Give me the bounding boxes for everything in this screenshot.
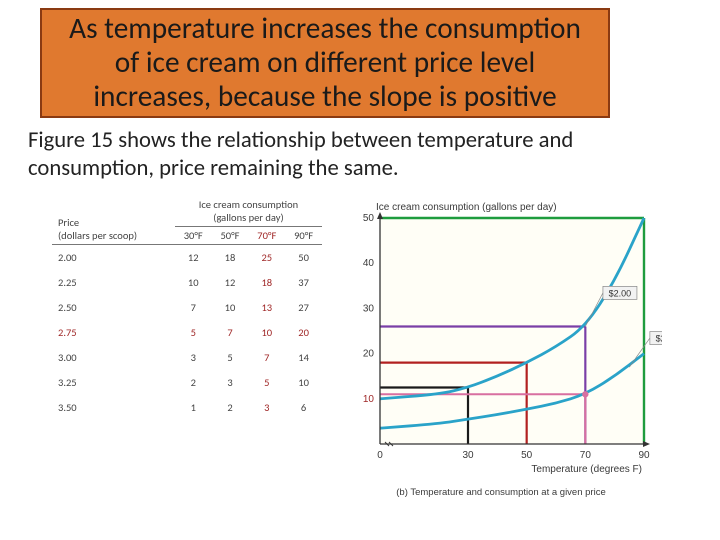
y-tick-label: 40 (363, 258, 375, 269)
x-tick-label: 30 (462, 450, 474, 461)
value-cell: 14 (285, 345, 322, 370)
table-head: Price (dollars per scoop) Ice cream cons… (52, 196, 322, 245)
value-cell: 20 (285, 320, 322, 345)
consumption-group-header: Ice cream consumption (gallons per day) (175, 196, 322, 227)
temp-col-header: 30°F (175, 227, 212, 245)
value-cell: 1 (175, 395, 212, 420)
value-cell: 25 (248, 245, 285, 270)
y-tick-label: 10 (363, 394, 375, 405)
value-cell: 50 (285, 245, 322, 270)
value-cell: 7 (212, 320, 249, 345)
data-table-wrap: Price (dollars per scoop) Ice cream cons… (52, 196, 322, 516)
table-row: 2.75571020 (52, 320, 322, 345)
x-tick-label: 50 (521, 450, 533, 461)
price-cell: 2.00 (52, 245, 175, 270)
annotation-label: $2.00 (609, 288, 632, 298)
marker-dot (582, 391, 588, 397)
value-cell: 5 (212, 345, 249, 370)
value-cell: 10 (175, 270, 212, 295)
temp-col-header: 50°F (212, 227, 249, 245)
value-cell: 7 (175, 295, 212, 320)
x-axis-arrow (643, 441, 650, 447)
value-cell: 5 (248, 370, 285, 395)
value-cell: 5 (175, 320, 212, 345)
x-tick-label: 0 (377, 450, 383, 461)
chart-sub-caption-text: (b) Temperature and consumption at a giv… (396, 487, 605, 498)
x-tick-label: 90 (638, 450, 650, 461)
value-cell: 12 (212, 270, 249, 295)
x-axis-label: Temperature (degrees F) (531, 464, 642, 475)
content-row: Price (dollars per scoop) Ice cream cons… (52, 196, 672, 516)
value-cell: 10 (248, 320, 285, 345)
temp-col-header: 70°F (248, 227, 285, 245)
value-cell: 2 (175, 370, 212, 395)
value-cell: 2 (212, 395, 249, 420)
value-cell: 18 (212, 245, 249, 270)
y-tick-label: 30 (363, 303, 375, 314)
caption-text: Figure 15 shows the relationship between… (28, 126, 573, 182)
price-cell: 2.50 (52, 295, 175, 320)
price-cell: 3.50 (52, 395, 175, 420)
value-cell: 3 (248, 395, 285, 420)
banner-text: As temperature increases the consumption… (56, 12, 594, 113)
temp-col-header: 90°F (285, 227, 322, 245)
plot-bg (380, 218, 644, 444)
price-header-text: Price (dollars per scoop) (58, 216, 137, 242)
y-tick-label: 50 (363, 213, 375, 224)
price-header: Price (dollars per scoop) (52, 196, 175, 245)
y-axis-arrow (377, 212, 383, 219)
value-cell: 6 (285, 395, 322, 420)
value-cell: 7 (248, 345, 285, 370)
group-header-text: Ice cream consumption (gallons per day) (199, 198, 298, 224)
table-row: 2.2510121837 (52, 270, 322, 295)
value-cell: 10 (212, 295, 249, 320)
value-cell: 27 (285, 295, 322, 320)
chart-svg: Ice cream consumption (gallons per day) 0… (340, 196, 662, 478)
y-axis-title: Ice cream consumption (gallons per day) (376, 202, 557, 213)
summary-banner: As temperature increases the consumption… (40, 8, 610, 118)
value-cell: 37 (285, 270, 322, 295)
table-row: 3.2523510 (52, 370, 322, 395)
table-row: 2.0012182550 (52, 245, 322, 270)
table-body: 2.00121825502.25101218372.5071013272.755… (52, 245, 322, 421)
value-cell: 3 (175, 345, 212, 370)
chart-wrap: Ice cream consumption (gallons per day) 0… (340, 196, 662, 496)
value-cell: 3 (212, 370, 249, 395)
value-cell: 13 (248, 295, 285, 320)
value-cell: 12 (175, 245, 212, 270)
chart-sub-caption: (b) Temperature and consumption at a giv… (340, 487, 662, 498)
value-cell: 10 (285, 370, 322, 395)
x-tick-label: 70 (580, 450, 592, 461)
price-cell: 2.25 (52, 270, 175, 295)
y-tick-label: 20 (363, 349, 375, 360)
value-cell: 18 (248, 270, 285, 295)
price-cell: 3.00 (52, 345, 175, 370)
table-row: 2.507101327 (52, 295, 322, 320)
price-cell: 3.25 (52, 370, 175, 395)
price-cell: 2.75 (52, 320, 175, 345)
figure-caption: Figure 15 shows the relationship between… (28, 126, 688, 183)
annotation-label: $2.75 (656, 334, 662, 344)
data-table: Price (dollars per scoop) Ice cream cons… (52, 196, 322, 420)
table-row: 3.501236 (52, 395, 322, 420)
table-row: 3.0035714 (52, 345, 322, 370)
